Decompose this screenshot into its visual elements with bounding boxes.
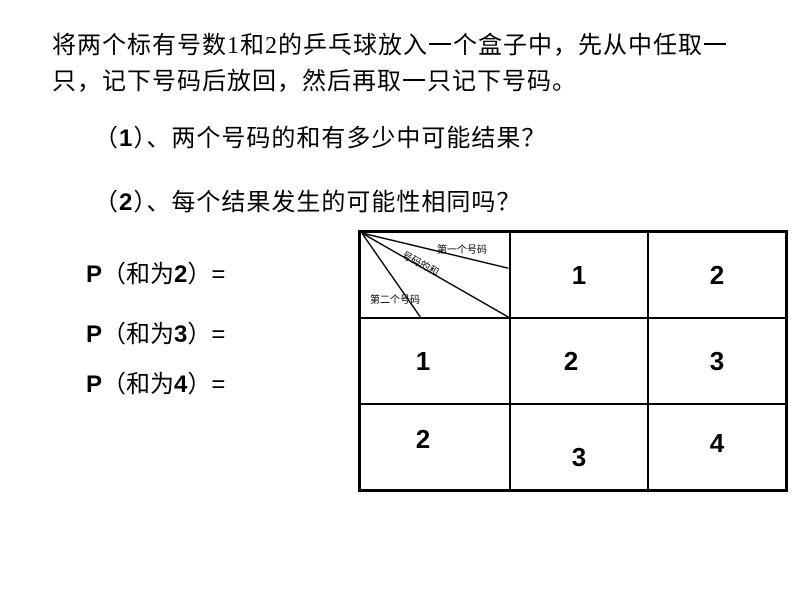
outcome-table: 第一个号码 号码的和 第二个号码 1 2 1 2 3 2 3 4 bbox=[358, 230, 788, 492]
p-num: 3 bbox=[174, 321, 187, 348]
col-header-1: 1 bbox=[510, 232, 648, 318]
problem-statement: 将两个标有号数1和2的乒乓球放入一个盒子中，先从中任取一只，记下号码后放回，然后… bbox=[52, 28, 732, 100]
p-symbol: P bbox=[86, 371, 102, 398]
q1-prefix: （ bbox=[94, 126, 119, 152]
col-header-2: 2 bbox=[648, 232, 786, 318]
p-close: ）= bbox=[187, 261, 225, 288]
q2-text: ）、每个结果发生的可能性相同吗？ bbox=[133, 190, 521, 216]
cell-value: 3 bbox=[710, 346, 724, 377]
p-num: 2 bbox=[174, 261, 187, 288]
table-corner-cell: 第一个号码 号码的和 第二个号码 bbox=[360, 232, 510, 318]
p-close: ）= bbox=[187, 321, 225, 348]
corner-label-second: 第二个号码 bbox=[370, 291, 420, 306]
p-symbol: P bbox=[86, 321, 102, 348]
cell-2-2: 4 bbox=[648, 404, 786, 490]
row-header-1: 1 bbox=[360, 318, 510, 404]
p-open: （和为 bbox=[102, 321, 174, 348]
p-symbol: P bbox=[86, 261, 102, 288]
q2-prefix: （ bbox=[94, 190, 119, 216]
col-header-value: 1 bbox=[572, 260, 586, 291]
q1-text: ）、两个号码的和有多少中可能结果？ bbox=[133, 126, 546, 152]
p-open: （和为 bbox=[102, 261, 174, 288]
p-num: 4 bbox=[174, 371, 187, 398]
question-1: （1）、两个号码的和有多少中可能结果？ bbox=[94, 118, 546, 153]
q1-number: 1 bbox=[119, 125, 133, 152]
problem-intro-text: 将两个标有号数1和2的乒乓球放入一个盒子中，先从中任取一只，记下号码后放回，然后… bbox=[52, 33, 728, 95]
row-header-value: 1 bbox=[416, 346, 430, 377]
probability-sum-4: P（和为4）= bbox=[86, 364, 225, 399]
row-header-2: 2 bbox=[360, 404, 510, 490]
table-grid: 第一个号码 号码的和 第二个号码 1 2 1 2 3 2 3 4 bbox=[360, 232, 786, 490]
col-header-value: 2 bbox=[710, 260, 724, 291]
cell-2-1: 3 bbox=[510, 404, 648, 490]
cell-1-2: 3 bbox=[648, 318, 786, 404]
cell-value: 3 bbox=[572, 442, 586, 473]
question-2: （2）、每个结果发生的可能性相同吗？ bbox=[94, 182, 521, 217]
p-open: （和为 bbox=[102, 371, 174, 398]
cell-value: 2 bbox=[564, 346, 578, 377]
probability-sum-3: P（和为3）= bbox=[86, 314, 225, 349]
p-close: ）= bbox=[187, 371, 225, 398]
row-header-value: 2 bbox=[416, 424, 430, 455]
corner-label-first: 第一个号码 bbox=[437, 241, 487, 256]
cell-value: 4 bbox=[710, 428, 724, 459]
cell-1-1: 2 bbox=[510, 318, 648, 404]
probability-sum-2: P（和为2）= bbox=[86, 254, 225, 289]
q2-number: 2 bbox=[119, 189, 133, 216]
